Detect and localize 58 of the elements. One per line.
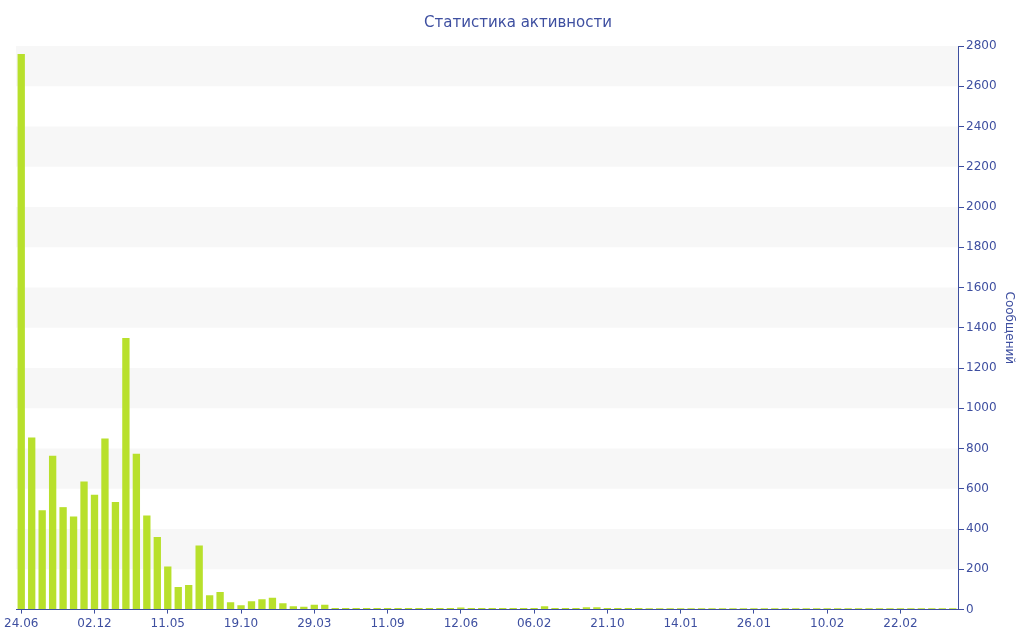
x-tick-label: 22.02 xyxy=(883,615,918,630)
y2-tick-label: 1800 xyxy=(966,239,997,254)
bar xyxy=(174,587,182,610)
bar xyxy=(28,437,36,610)
y2-tick-label: 1200 xyxy=(966,360,997,375)
x-tick-label: 24.06 xyxy=(4,615,39,630)
y2-tick-label: 1000 xyxy=(966,400,997,415)
bar xyxy=(111,501,120,610)
bar xyxy=(216,592,224,610)
x-tick-label: 06.02 xyxy=(516,615,552,630)
bar xyxy=(289,606,298,610)
x-tick-label: 29.03 xyxy=(297,615,332,630)
bar xyxy=(101,438,109,610)
y2-axis-title: Сообщений xyxy=(1002,291,1017,365)
y2-tick-label: 400 xyxy=(966,521,989,536)
bar xyxy=(164,566,172,610)
y2-tick-label: 2200 xyxy=(966,158,997,173)
x-tick-label: 02.12 xyxy=(77,615,112,630)
bar xyxy=(59,507,67,610)
bar xyxy=(132,453,141,610)
bar xyxy=(195,545,203,610)
y2-tick-label: 2000 xyxy=(966,199,997,214)
y2-tick-label: 200 xyxy=(966,561,989,576)
x-tick-label: 11.05 xyxy=(150,615,185,630)
y2-tick-label: 1400 xyxy=(966,319,997,334)
bar xyxy=(540,606,549,610)
bar xyxy=(90,494,99,610)
x-tick-label: 14.01 xyxy=(663,615,698,630)
bar xyxy=(38,510,46,610)
y2-tick-label: 0 xyxy=(966,601,974,616)
bar xyxy=(69,516,78,610)
bar xyxy=(247,601,256,610)
bar xyxy=(205,595,214,610)
x-tick-label: 19.10 xyxy=(223,615,259,630)
y2-tick-label: 600 xyxy=(966,480,989,495)
bar xyxy=(226,602,235,610)
bar xyxy=(153,536,161,610)
bar xyxy=(122,338,130,610)
x-tick-label: 10.02 xyxy=(809,615,845,630)
x-tick-label: 12.06 xyxy=(443,615,479,630)
x-tick-label: 11.09 xyxy=(370,615,405,630)
bar xyxy=(237,605,245,610)
bar xyxy=(80,481,88,610)
bar xyxy=(143,515,151,610)
x-tick-label: 21.10 xyxy=(590,615,625,630)
y2-tick-label: 800 xyxy=(966,440,989,455)
bar xyxy=(185,585,193,610)
bar xyxy=(268,597,277,610)
chart-title: Статистика активности xyxy=(424,12,612,31)
x-tick-label: 26.01 xyxy=(736,615,772,630)
y2-tick-label: 2800 xyxy=(966,38,997,53)
y2-tick-label: 2400 xyxy=(966,118,997,133)
y2-tick-label: 1600 xyxy=(966,279,997,294)
y2-tick-label: 2600 xyxy=(966,78,997,93)
bar xyxy=(279,603,287,610)
bar xyxy=(17,54,25,610)
bar xyxy=(48,455,57,610)
bar xyxy=(258,599,266,610)
